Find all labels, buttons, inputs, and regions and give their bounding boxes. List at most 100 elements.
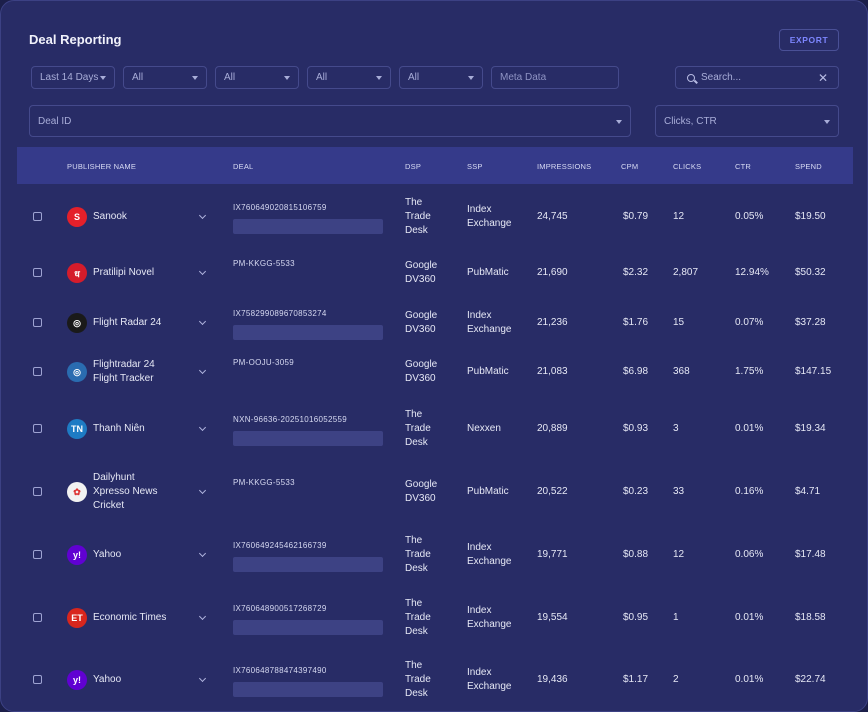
impressions-cell: 19,771 bbox=[537, 549, 568, 560]
dsp-cell-line: Trade bbox=[405, 423, 431, 434]
dsp-cell-line: DV360 bbox=[405, 274, 436, 285]
search-placeholder: Search... bbox=[701, 72, 742, 83]
chevron-down-icon[interactable] bbox=[198, 674, 207, 683]
impressions-cell: 21,083 bbox=[537, 366, 568, 377]
column-header-impressions[interactable]: IMPRESSIONS bbox=[537, 162, 592, 171]
cpm-cell: $2.32 bbox=[623, 267, 649, 278]
row-checkbox[interactable] bbox=[33, 487, 42, 496]
deal-redacted-bar bbox=[233, 219, 383, 234]
deal-id: NXN-96636-20251016052559 bbox=[233, 415, 347, 424]
column-header-cpm[interactable]: CPM bbox=[621, 162, 639, 171]
deal-redacted-bar bbox=[233, 325, 383, 340]
ssp-cell: PubMatic bbox=[467, 266, 509, 280]
dsp-cell-line: The bbox=[405, 598, 423, 609]
export-button[interactable]: EXPORT bbox=[779, 29, 839, 51]
chevron-down-icon bbox=[284, 76, 290, 80]
dsp-cell-line: Google bbox=[405, 359, 438, 370]
date-range-value: Last 14 Days bbox=[40, 72, 99, 83]
dsp-cell-line: Desk bbox=[405, 437, 428, 448]
metrics-value: Clicks, CTR bbox=[664, 115, 717, 127]
clicks-cell: 2,807 bbox=[673, 267, 699, 278]
dsp-cell-line: Desk bbox=[405, 563, 428, 574]
column-header-publisher[interactable]: PUBLISHER NAME bbox=[67, 162, 137, 171]
deal-id: PM-OOJU-3059 bbox=[233, 358, 294, 367]
publisher-name-line: Xpresso News bbox=[93, 486, 158, 497]
publisher-name: Sanook bbox=[93, 210, 127, 224]
metrics-select[interactable]: Clicks, CTR bbox=[655, 105, 839, 137]
publisher-logo-icon: ◎ bbox=[67, 362, 87, 382]
spend-cell: $17.48 bbox=[795, 549, 826, 560]
row-checkbox[interactable] bbox=[33, 367, 42, 376]
search-input[interactable]: Search... ✕ bbox=[675, 66, 839, 89]
filter-select-4[interactable]: All bbox=[399, 66, 483, 89]
chevron-down-icon[interactable] bbox=[198, 267, 207, 276]
dsp-cell-line: Desk bbox=[405, 626, 428, 637]
impressions-cell: 20,522 bbox=[537, 486, 568, 497]
publisher-name-line: Pratilipi Novel bbox=[93, 267, 155, 278]
clicks-cell: 12 bbox=[673, 211, 685, 222]
clicks-cell: 12 bbox=[673, 549, 685, 560]
ssp-cell-line: Exchange bbox=[467, 324, 512, 335]
publisher-name-line: Yahoo bbox=[93, 674, 122, 685]
publisher-logo-icon: ◎ bbox=[67, 313, 87, 333]
row-checkbox[interactable] bbox=[33, 212, 42, 221]
deal-id: IX760648900517268729 bbox=[233, 604, 327, 613]
chevron-down-icon[interactable] bbox=[198, 366, 207, 375]
ctr-cell: 0.06% bbox=[735, 549, 764, 560]
column-header-dsp[interactable]: DSP bbox=[405, 162, 422, 171]
publisher-logo-icon: y! bbox=[67, 670, 87, 690]
filter-select-4-value: All bbox=[408, 72, 420, 83]
chevron-down-icon bbox=[192, 76, 198, 80]
dsp-cell: The Trade Desk bbox=[405, 196, 431, 238]
deal-redacted-bar bbox=[233, 620, 383, 635]
impressions-cell: 24,745 bbox=[537, 211, 568, 222]
ssp-cell-line: Index bbox=[467, 667, 492, 678]
close-icon[interactable]: ✕ bbox=[817, 71, 828, 85]
row-checkbox[interactable] bbox=[33, 268, 42, 277]
filter-select-2[interactable]: All bbox=[215, 66, 299, 89]
row-checkbox[interactable] bbox=[33, 675, 42, 684]
deal-id-select[interactable]: Deal ID bbox=[29, 105, 631, 137]
row-checkbox[interactable] bbox=[33, 550, 42, 559]
publisher-logo-icon: ध bbox=[67, 263, 87, 283]
ssp-cell: PubMatic bbox=[467, 365, 509, 379]
ssp-cell-line: Index bbox=[467, 542, 492, 553]
chevron-down-icon[interactable] bbox=[198, 549, 207, 558]
ssp-cell: Index Exchange bbox=[467, 203, 511, 231]
chevron-down-icon[interactable] bbox=[198, 612, 207, 621]
filter-select-3[interactable]: All bbox=[307, 66, 391, 89]
column-header-deal[interactable]: DEAL bbox=[233, 162, 254, 171]
chevron-down-icon bbox=[376, 76, 382, 80]
column-header-ssp[interactable]: SSP bbox=[467, 162, 483, 171]
chevron-down-icon[interactable] bbox=[198, 423, 207, 432]
ctr-cell: 12.94% bbox=[735, 267, 769, 278]
publisher-name: Yahoo bbox=[93, 673, 121, 687]
publisher-name-line: Thanh Niên bbox=[93, 423, 145, 434]
publisher-name-line: Flight Tracker bbox=[93, 373, 154, 384]
chevron-down-icon[interactable] bbox=[198, 211, 207, 220]
ssp-cell: Index Exchange bbox=[467, 666, 511, 694]
publisher-logo-icon: S bbox=[67, 207, 87, 227]
dsp-cell-line: The bbox=[405, 197, 423, 208]
spend-cell: $4.71 bbox=[795, 486, 821, 497]
column-header-clicks[interactable]: CLICKS bbox=[673, 162, 702, 171]
column-header-ctr[interactable]: CTR bbox=[735, 162, 752, 171]
filter-select-1[interactable]: All bbox=[123, 66, 207, 89]
chevron-down-icon bbox=[616, 120, 622, 124]
deal-id: PM-KKGG-5533 bbox=[233, 259, 295, 268]
row-checkbox[interactable] bbox=[33, 424, 42, 433]
clicks-cell: 1 bbox=[673, 612, 679, 623]
chevron-down-icon[interactable] bbox=[198, 486, 207, 495]
date-range-select[interactable]: Last 14 Days bbox=[31, 66, 115, 89]
publisher-logo-icon: ✿ bbox=[67, 482, 87, 502]
dsp-cell-line: Desk bbox=[405, 225, 428, 236]
dsp-cell-line: Trade bbox=[405, 612, 431, 623]
chevron-down-icon[interactable] bbox=[198, 317, 207, 326]
meta-data-input[interactable]: Meta Data bbox=[491, 66, 619, 89]
row-checkbox[interactable] bbox=[33, 613, 42, 622]
deal-id: IX760648788474397490 bbox=[233, 666, 327, 675]
ssp-cell-line: PubMatic bbox=[467, 366, 509, 377]
clicks-cell: 3 bbox=[673, 423, 679, 434]
row-checkbox[interactable] bbox=[33, 318, 42, 327]
column-header-spend[interactable]: SPEND bbox=[795, 162, 822, 171]
